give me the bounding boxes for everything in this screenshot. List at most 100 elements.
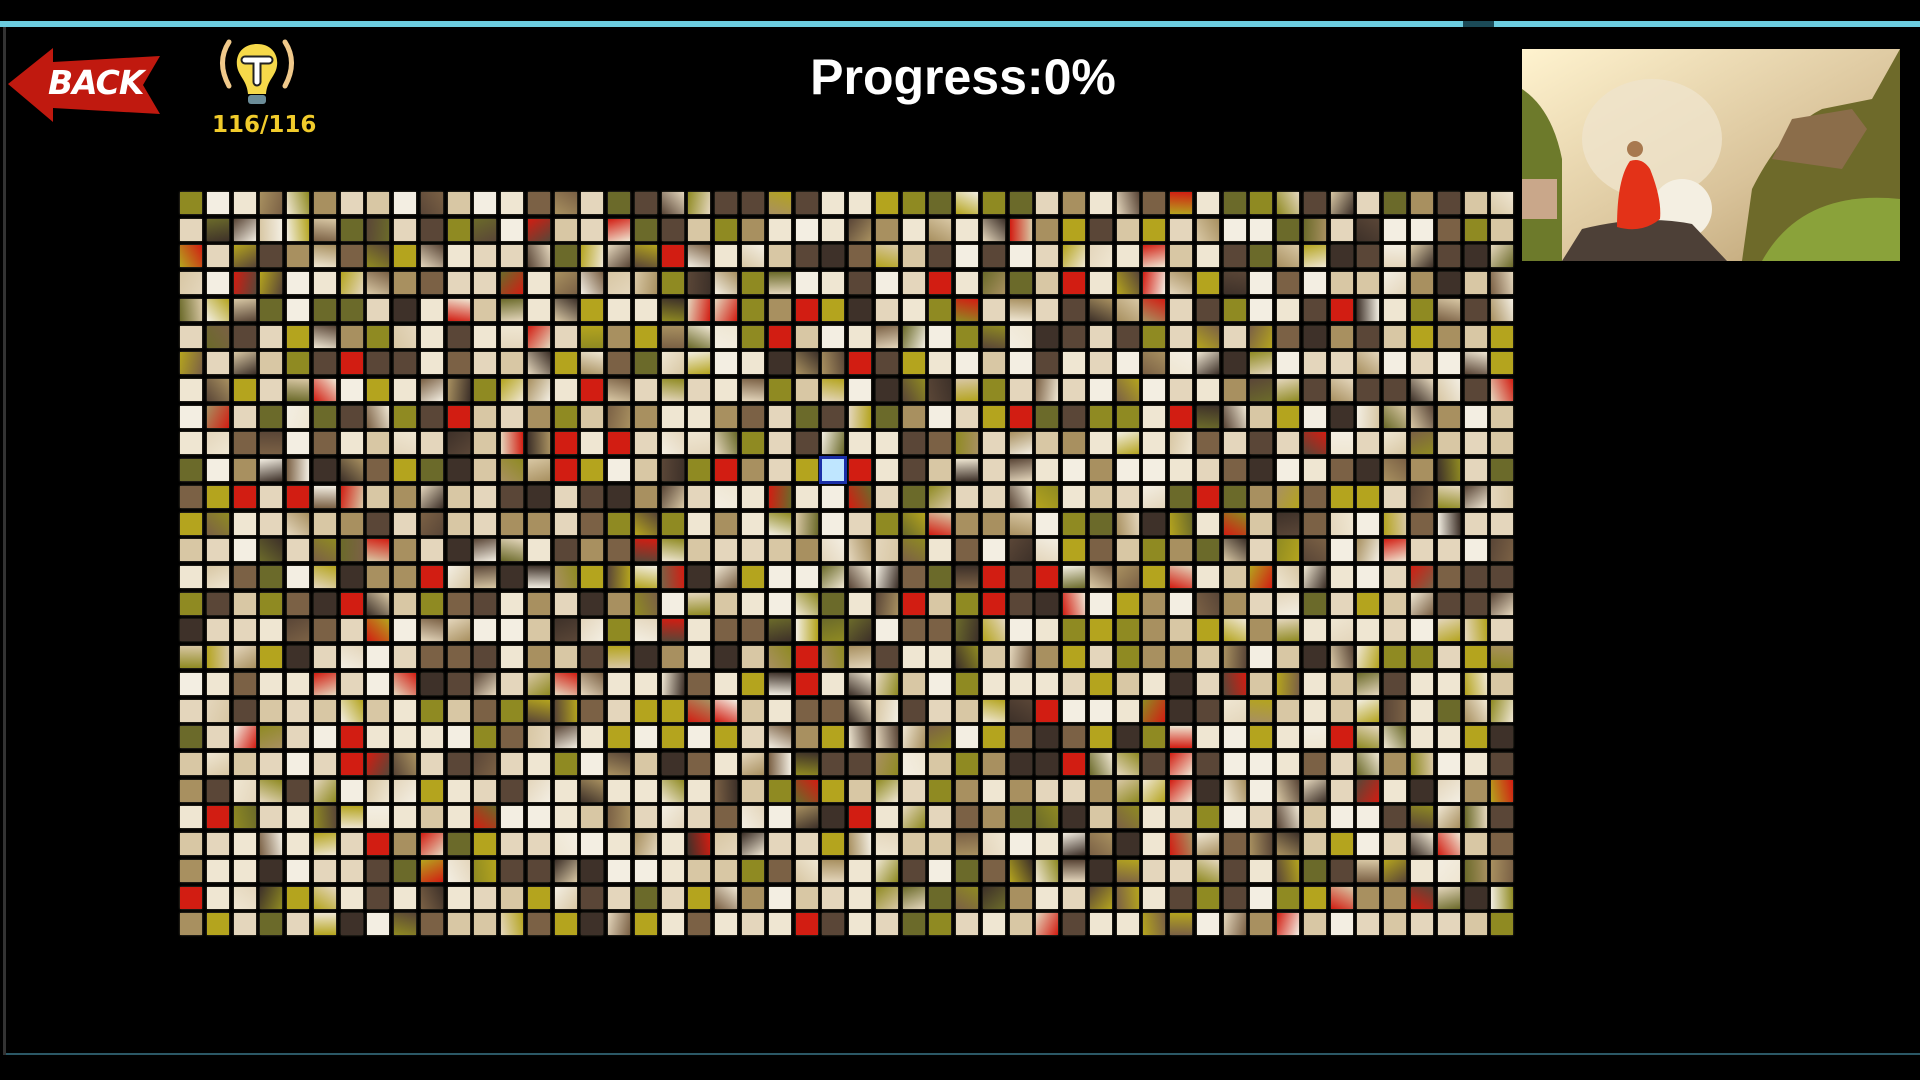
puzzle-tile[interactable] (260, 352, 283, 375)
puzzle-tile[interactable] (474, 405, 497, 428)
puzzle-tile[interactable] (849, 913, 871, 936)
puzzle-tile[interactable] (581, 886, 604, 909)
puzzle-tile[interactable] (233, 753, 256, 775)
puzzle-tile[interactable] (394, 886, 417, 909)
puzzle-tile[interactable] (1437, 566, 1460, 588)
puzzle-tile[interactable] (180, 753, 202, 775)
puzzle-tile[interactable] (688, 405, 711, 428)
puzzle-tile[interactable] (795, 619, 818, 642)
puzzle-tile[interactable] (1170, 913, 1193, 936)
puzzle-tile[interactable] (206, 753, 229, 775)
puzzle-tile[interactable] (768, 566, 791, 588)
puzzle-tile[interactable] (1250, 779, 1273, 802)
puzzle-tile[interactable] (742, 352, 764, 375)
puzzle-tile[interactable] (1036, 272, 1059, 295)
puzzle-tile[interactable] (260, 192, 283, 214)
puzzle-tile[interactable] (1491, 859, 1514, 882)
puzzle-tile[interactable] (1250, 459, 1273, 482)
puzzle-tile[interactable] (1116, 245, 1139, 268)
puzzle-tile[interactable] (554, 432, 577, 455)
puzzle-tile[interactable] (849, 699, 871, 722)
puzzle-tile[interactable] (1223, 699, 1246, 722)
puzzle-tile[interactable] (1143, 566, 1166, 588)
puzzle-tile[interactable] (634, 245, 657, 268)
puzzle-tile[interactable] (1143, 485, 1166, 508)
puzzle-tile[interactable] (501, 245, 524, 268)
puzzle-tile[interactable] (233, 726, 256, 749)
puzzle-tile[interactable] (447, 592, 470, 615)
puzzle-tile[interactable] (1330, 592, 1353, 615)
puzzle-tile[interactable] (1009, 485, 1032, 508)
puzzle-tile[interactable] (527, 245, 550, 268)
puzzle-tile[interactable] (1357, 859, 1380, 882)
puzzle-tile[interactable] (849, 886, 871, 909)
puzzle-tile[interactable] (260, 859, 283, 882)
puzzle-tile[interactable] (849, 459, 871, 482)
puzzle-tile[interactable] (822, 352, 845, 375)
puzzle-tile[interactable] (581, 646, 604, 669)
puzzle-tile[interactable] (661, 512, 684, 535)
puzzle-tile[interactable] (1357, 245, 1380, 268)
puzzle-tile[interactable] (313, 859, 336, 882)
puzzle-tile[interactable] (1303, 485, 1326, 508)
puzzle-tile[interactable] (340, 325, 363, 348)
puzzle-tile[interactable] (447, 192, 470, 214)
puzzle-tile[interactable] (1223, 592, 1246, 615)
puzzle-tile[interactable] (929, 272, 952, 295)
puzzle-tile[interactable] (1437, 405, 1460, 428)
puzzle-tile[interactable] (608, 218, 631, 241)
puzzle-tile[interactable] (822, 592, 845, 615)
puzzle-tile[interactable] (1116, 405, 1139, 428)
puzzle-tile[interactable] (1491, 779, 1514, 802)
puzzle-tile[interactable] (956, 566, 978, 588)
puzzle-tile[interactable] (287, 485, 309, 508)
puzzle-tile[interactable] (260, 405, 283, 428)
puzzle-tile[interactable] (1384, 325, 1407, 348)
puzzle-tile[interactable] (1009, 459, 1032, 482)
puzzle-tile[interactable] (420, 218, 443, 241)
puzzle-tile[interactable] (929, 699, 952, 722)
puzzle-tile[interactable] (1009, 405, 1032, 428)
puzzle-tile[interactable] (1009, 646, 1032, 669)
puzzle-tile[interactable] (367, 619, 390, 642)
puzzle-tile[interactable] (1089, 192, 1112, 214)
puzzle-tile[interactable] (1143, 192, 1166, 214)
puzzle-tile[interactable] (608, 192, 631, 214)
puzzle-tile[interactable] (1089, 272, 1112, 295)
puzzle-tile[interactable] (527, 432, 550, 455)
puzzle-tile[interactable] (1143, 459, 1166, 482)
puzzle-tile[interactable] (1384, 379, 1407, 401)
puzzle-tile[interactable] (367, 459, 390, 482)
puzzle-tile[interactable] (1116, 646, 1139, 669)
puzzle-tile[interactable] (447, 539, 470, 562)
puzzle-tile[interactable] (1384, 753, 1407, 775)
puzzle-tile[interactable] (742, 192, 764, 214)
puzzle-tile[interactable] (367, 192, 390, 214)
puzzle-tile[interactable] (715, 245, 738, 268)
puzzle-tile[interactable] (1277, 806, 1300, 829)
puzzle-tile[interactable] (1384, 806, 1407, 829)
puzzle-tile[interactable] (1196, 459, 1219, 482)
puzzle-tile[interactable] (1277, 352, 1300, 375)
puzzle-tile[interactable] (554, 646, 577, 669)
puzzle-tile[interactable] (661, 699, 684, 722)
puzzle-tile[interactable] (982, 325, 1005, 348)
puzzle-tile[interactable] (340, 192, 363, 214)
puzzle-tile[interactable] (1196, 405, 1219, 428)
puzzle-tile[interactable] (661, 886, 684, 909)
puzzle-tile[interactable] (394, 539, 417, 562)
puzzle-tile[interactable] (1063, 245, 1086, 268)
puzzle-tile[interactable] (1384, 726, 1407, 749)
puzzle-tile[interactable] (1170, 646, 1193, 669)
puzzle-tile[interactable] (420, 859, 443, 882)
puzzle-tile[interactable] (1143, 272, 1166, 295)
puzzle-tile[interactable] (634, 539, 657, 562)
puzzle-tile[interactable] (688, 485, 711, 508)
puzzle-tile[interactable] (1143, 859, 1166, 882)
puzzle-tile[interactable] (527, 913, 550, 936)
puzzle-tile[interactable] (1143, 779, 1166, 802)
puzzle-tile[interactable] (206, 485, 229, 508)
puzzle-tile[interactable] (634, 432, 657, 455)
puzzle-tile[interactable] (1223, 192, 1246, 214)
puzzle-tile[interactable] (1196, 352, 1219, 375)
